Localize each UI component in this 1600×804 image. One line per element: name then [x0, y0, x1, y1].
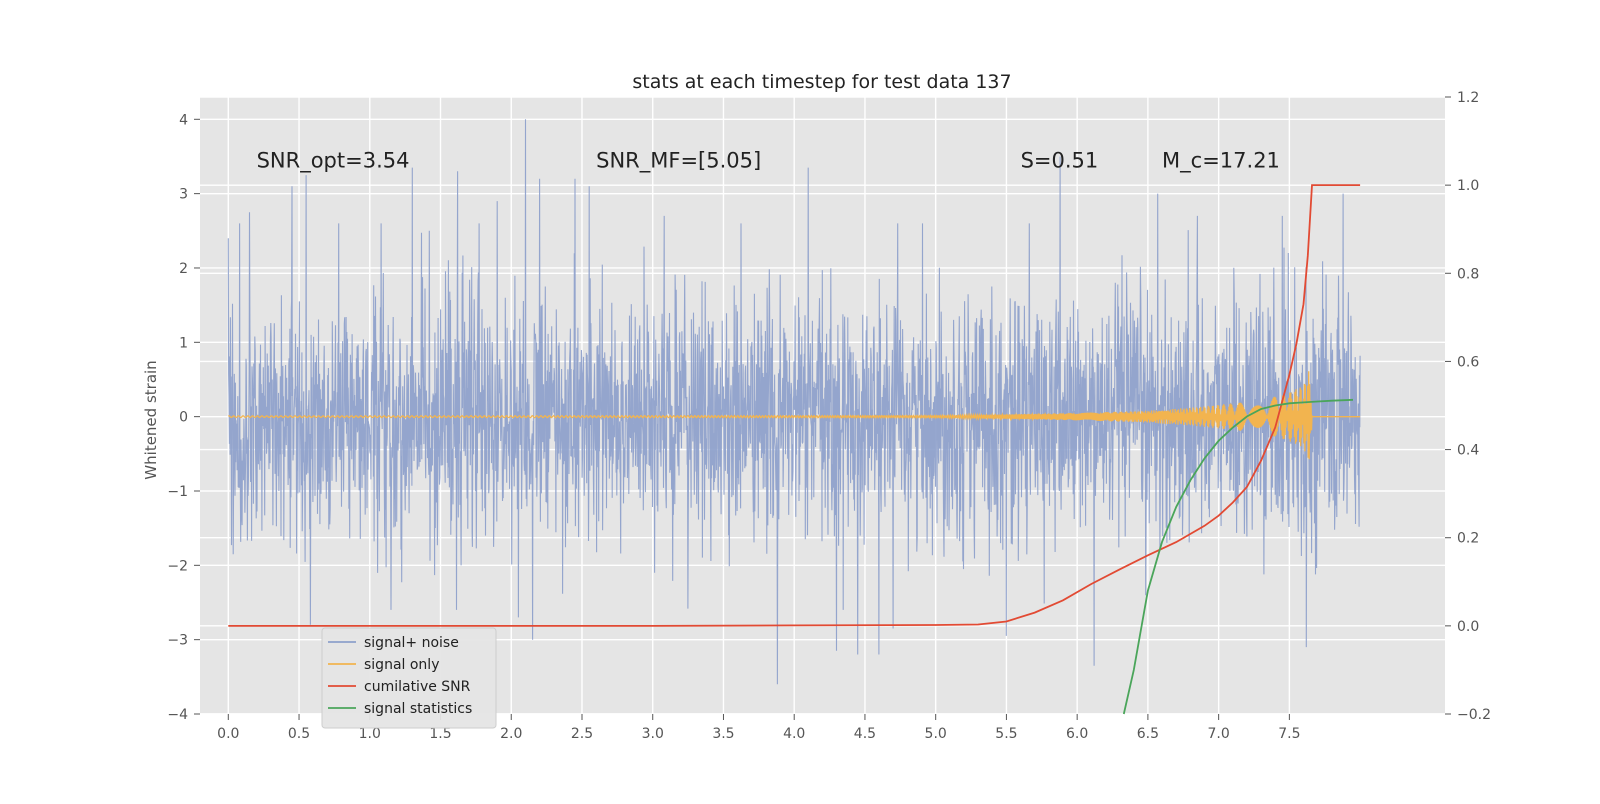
y-tick-label: 4: [179, 112, 188, 128]
y2-tick-label: −0.2: [1457, 707, 1491, 723]
y2-tick-label: 0.8: [1457, 266, 1479, 282]
y-tick-label: −4: [167, 707, 188, 723]
series-signal-only-line: [227, 371, 1361, 460]
y-tick-label: 2: [179, 261, 188, 277]
x-tick-label: 4.5: [854, 726, 876, 742]
y2-tick-label: 0.4: [1457, 443, 1479, 459]
annotation-snr-opt: SNR_opt=3.54: [257, 148, 410, 173]
x-tick-label: 3.0: [642, 726, 664, 742]
axes: 0.0 0.5 1.0 1.5 2.0 2.5 3.0 3.5 4.0 4.5 5.0 5.5 6.0 6…: [167, 90, 1491, 742]
x-tick-label: 7.5: [1278, 726, 1300, 742]
annotations: SNR_opt=3.54 SNR_MF=[5.05] S=0.51 M_c=17.21: [257, 148, 1280, 173]
x-tick-label: 6.0: [1066, 726, 1088, 742]
x-tick-label: 4.0: [783, 726, 805, 742]
x-tick-label: 5.0: [925, 726, 947, 742]
chart-title: stats at each timestep for test data 137: [632, 71, 1011, 93]
x-tick-label: 6.5: [1137, 726, 1159, 742]
x-tick-label: 2.5: [571, 726, 593, 742]
y2-tick-label: 0.2: [1457, 531, 1479, 547]
x-tick-label: 0.5: [288, 726, 310, 742]
y-tick-label: 3: [179, 187, 188, 203]
annotation-mc: M_c=17.21: [1162, 148, 1280, 173]
series-signal-statistics-line: [1122, 398, 1354, 715]
y-axis-label: Whitened strain: [142, 360, 160, 479]
annotation-snr-mf: SNR_MF=[5.05]: [596, 148, 761, 173]
legend-box: [321, 627, 497, 729]
x-tick-label: 2.0: [500, 726, 522, 742]
x-tick-label: 3.5: [712, 726, 734, 742]
y-tick-label: −1: [167, 484, 188, 500]
legend-label-3: cumilative SNR: [364, 679, 471, 695]
series-layer: [227, 119, 1361, 715]
y-tick-label: −3: [167, 633, 188, 649]
x-tick-label: 0.0: [217, 726, 239, 742]
x-tick-label: 1.5: [429, 726, 451, 742]
y2-tick-label: 1.2: [1457, 90, 1479, 106]
legend: signal+ noise signal only cumilative SNR si…: [321, 627, 497, 729]
y-tick-label: −2: [167, 558, 188, 574]
y2-tick-label: 1.0: [1457, 178, 1479, 194]
y-tick-label: 1: [179, 335, 188, 351]
x-tick-label: 5.5: [995, 726, 1017, 742]
legend-label-4: signal statistics: [364, 701, 472, 717]
y2-tick-label: 0.6: [1457, 354, 1479, 370]
y2-tick-label: 0.0: [1457, 619, 1479, 635]
y-tick-label: 0: [179, 410, 188, 426]
series-cumulative-snr-line: [228, 184, 1361, 627]
x-tick-label: 7.0: [1208, 726, 1230, 742]
x-tick-label: 1.0: [359, 726, 381, 742]
annotation-s-stat: S=0.51: [1021, 148, 1099, 172]
legend-label-1: signal+ noise: [364, 635, 459, 651]
series-signal-noise-line: [227, 119, 1361, 685]
legend-label-2: signal only: [364, 657, 439, 673]
